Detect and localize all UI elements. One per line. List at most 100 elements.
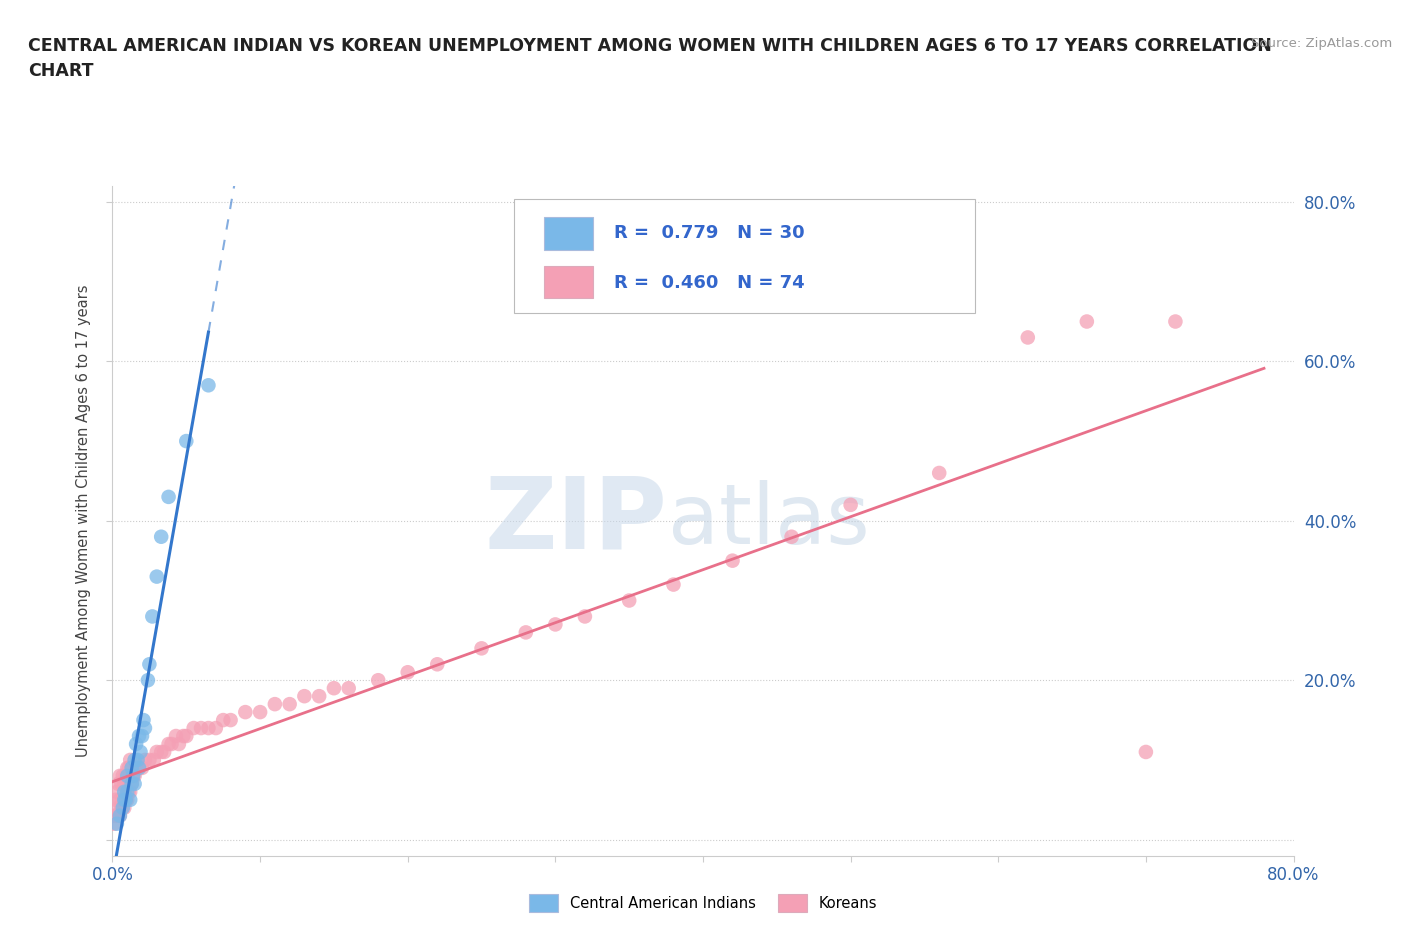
Point	[780, 529, 803, 544]
Point	[112, 801, 135, 816]
Point	[157, 489, 180, 504]
Point	[174, 433, 197, 448]
Point	[112, 784, 135, 799]
Point	[111, 792, 134, 807]
Point	[172, 728, 194, 743]
Point	[103, 817, 125, 831]
Point	[105, 817, 128, 831]
Point	[117, 761, 138, 776]
Text: Source: ZipAtlas.com: Source: ZipAtlas.com	[1251, 37, 1392, 50]
Point	[134, 752, 156, 767]
Point	[124, 777, 146, 791]
Point	[721, 553, 744, 568]
Text: R =  0.779   N = 30: R = 0.779 N = 30	[614, 224, 806, 242]
Point	[121, 777, 143, 791]
Point	[101, 808, 124, 823]
Point	[120, 792, 142, 807]
Point	[110, 777, 132, 791]
Point	[122, 768, 145, 783]
Point	[928, 466, 950, 481]
FancyBboxPatch shape	[515, 199, 974, 313]
Point	[110, 801, 132, 816]
Point	[118, 784, 141, 799]
Point	[117, 792, 138, 807]
Text: CENTRAL AMERICAN INDIAN VS KOREAN UNEMPLOYMENT AMONG WOMEN WITH CHILDREN AGES 6 : CENTRAL AMERICAN INDIAN VS KOREAN UNEMPL…	[28, 37, 1272, 80]
Point	[108, 792, 131, 807]
Point	[233, 705, 256, 720]
Point	[105, 808, 128, 823]
Point	[662, 578, 685, 592]
Y-axis label: Unemployment Among Women with Children Ages 6 to 17 years: Unemployment Among Women with Children A…	[76, 285, 91, 757]
Point	[1017, 330, 1039, 345]
Point	[120, 784, 142, 799]
Point	[212, 712, 235, 727]
Point	[121, 777, 143, 791]
Point	[129, 745, 152, 760]
Point	[619, 593, 641, 608]
Point	[105, 784, 128, 799]
Point	[107, 801, 129, 816]
Point	[118, 761, 141, 776]
Point	[146, 569, 169, 584]
Point	[197, 721, 219, 736]
Point	[131, 761, 153, 776]
Point	[150, 745, 173, 760]
Point	[157, 737, 180, 751]
Point	[426, 657, 449, 671]
Point	[114, 792, 136, 807]
Point	[205, 721, 228, 736]
FancyBboxPatch shape	[544, 218, 593, 249]
Point	[114, 792, 136, 807]
Point	[138, 752, 160, 767]
Text: R =  0.460   N = 74: R = 0.460 N = 74	[614, 274, 806, 292]
Point	[125, 737, 148, 751]
Text: atlas: atlas	[668, 480, 869, 562]
Point	[165, 728, 187, 743]
Point	[544, 617, 567, 631]
FancyBboxPatch shape	[544, 266, 593, 299]
Point	[111, 801, 134, 816]
Legend: Central American Indians, Koreans: Central American Indians, Koreans	[523, 888, 883, 918]
Point	[396, 665, 419, 680]
Point	[219, 712, 242, 727]
Point	[136, 672, 159, 687]
Point	[142, 752, 165, 767]
Point	[108, 808, 131, 823]
Point	[104, 808, 127, 823]
Point	[197, 378, 219, 392]
Point	[104, 792, 127, 807]
Point	[108, 768, 131, 783]
Point	[146, 745, 169, 760]
Point	[292, 689, 315, 704]
Point	[112, 777, 135, 791]
Point	[1164, 314, 1187, 329]
Point	[128, 728, 150, 743]
Point	[337, 681, 360, 696]
Point	[138, 657, 160, 671]
Point	[1076, 314, 1098, 329]
Point	[120, 752, 142, 767]
Point	[124, 752, 146, 767]
Point	[141, 609, 163, 624]
Point	[574, 609, 596, 624]
Point	[117, 768, 138, 783]
Point	[131, 728, 153, 743]
Point	[323, 681, 346, 696]
Point	[125, 761, 148, 776]
Point	[128, 761, 150, 776]
Point	[190, 721, 212, 736]
Point	[153, 745, 176, 760]
Point	[249, 705, 271, 720]
Point	[150, 529, 173, 544]
Point	[128, 761, 150, 776]
Point	[127, 752, 149, 767]
Point	[122, 768, 145, 783]
Point	[264, 697, 287, 711]
Point	[278, 697, 301, 711]
Point	[174, 728, 197, 743]
Text: ZIP: ZIP	[485, 472, 668, 569]
Point	[124, 768, 146, 783]
Point	[107, 777, 129, 791]
Point	[367, 672, 389, 687]
Point	[108, 808, 131, 823]
